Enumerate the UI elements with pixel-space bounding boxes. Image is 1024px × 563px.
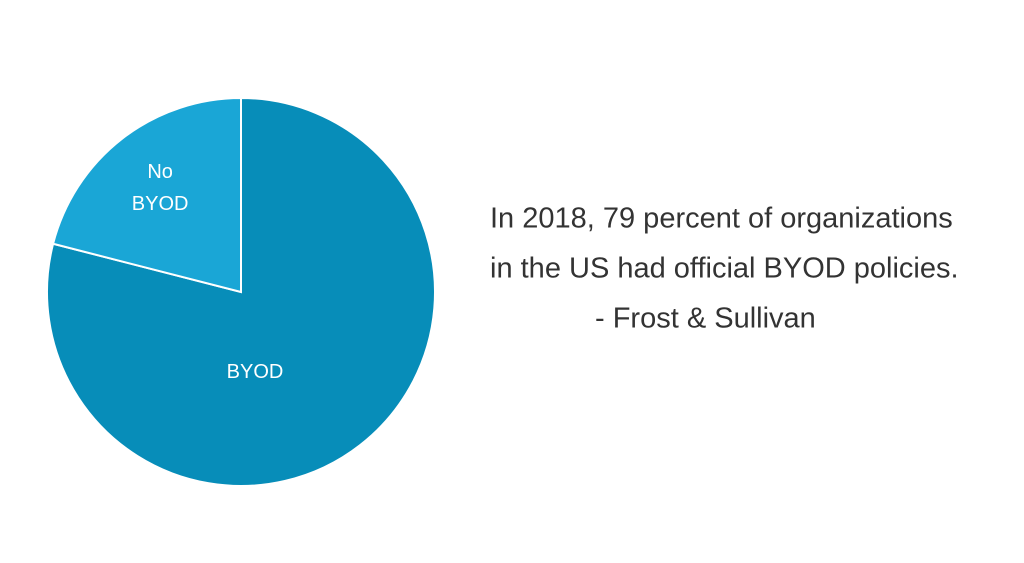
slice-label: BYOD [226,361,284,383]
quote-line: - Frost & Sullivan [595,303,816,335]
pie-slice [51,96,242,294]
quote-line: in the US had official BYOD policies. [490,253,959,285]
pie-slice [46,96,436,487]
slice-label: No BYOD [131,160,189,215]
quote-line: In 2018, 79 percent of organizations [490,203,953,235]
